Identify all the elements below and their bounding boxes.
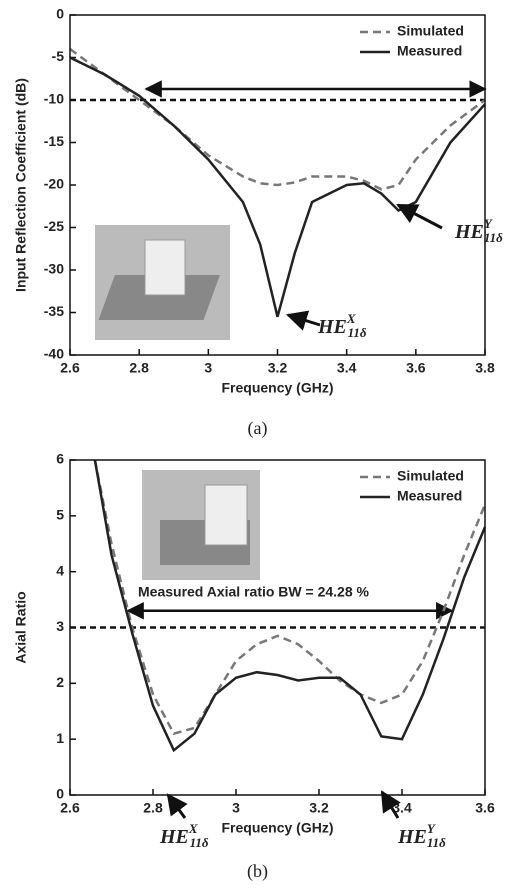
annotation-sup: X bbox=[346, 311, 356, 326]
legend-label: Measured bbox=[397, 43, 462, 59]
legend-label: Measured bbox=[397, 488, 462, 504]
x-tick-label: 3.2 bbox=[268, 360, 288, 376]
caption: (b) bbox=[247, 861, 268, 882]
x-tick-label: 3.6 bbox=[406, 360, 426, 376]
annotation-base: HE bbox=[317, 316, 347, 338]
annotation-arrow bbox=[380, 790, 401, 819]
x-tick-label: 3.6 bbox=[475, 800, 495, 816]
inset-photo bbox=[95, 225, 230, 340]
x-tick-label: 3.2 bbox=[309, 800, 329, 816]
y-tick-label: 0 bbox=[56, 6, 64, 22]
y-tick-label: -10 bbox=[44, 91, 64, 107]
plot-frame bbox=[69, 14, 486, 356]
annotation-sub: 11δ bbox=[348, 325, 367, 340]
legend-label: Simulated bbox=[397, 468, 464, 484]
annotation: HEX 11δ bbox=[159, 821, 209, 850]
y-axis-label: Axial Ratio bbox=[13, 591, 29, 663]
annotation: HEX 11δ bbox=[317, 311, 367, 340]
annotation: HEY 11δ bbox=[397, 821, 446, 850]
annotation-base: HE bbox=[397, 826, 427, 848]
y-tick-label: -40 bbox=[44, 346, 64, 362]
y-tick-label: -15 bbox=[44, 133, 64, 149]
annotation-sub: 11δ bbox=[427, 835, 446, 850]
y-tick-label: -5 bbox=[52, 48, 65, 64]
plot-frame bbox=[69, 459, 486, 796]
y-tick-label: -30 bbox=[44, 261, 64, 277]
y-tick-label: -25 bbox=[44, 218, 64, 234]
x-tick-label: 2.6 bbox=[60, 800, 80, 816]
y-tick-label: 4 bbox=[56, 562, 64, 578]
y-tick-label: 5 bbox=[56, 507, 64, 523]
y-tick-label: 1 bbox=[56, 730, 64, 746]
y-tick-label: -20 bbox=[44, 176, 64, 192]
annotation-sup: X bbox=[188, 821, 198, 836]
annotation-sup: Y bbox=[484, 216, 493, 231]
x-tick-label: 3 bbox=[232, 800, 240, 816]
annotation-base: HE bbox=[454, 221, 484, 243]
annotation-base: HE bbox=[159, 826, 189, 848]
x-tick-label: 2.8 bbox=[129, 360, 149, 376]
annotation-arrow bbox=[396, 203, 443, 230]
x-axis-label: Frequency (GHz) bbox=[221, 380, 333, 396]
x-tick-label: 2.8 bbox=[143, 800, 163, 816]
series-line bbox=[69, 47, 486, 191]
caption: (a) bbox=[248, 418, 268, 439]
series-line bbox=[93, 459, 487, 736]
annotation-sub: 11δ bbox=[190, 835, 209, 850]
series-line bbox=[93, 459, 487, 753]
y-tick-label: 6 bbox=[56, 451, 64, 467]
annotation-arrow bbox=[285, 310, 321, 331]
y-tick-label: -35 bbox=[44, 303, 64, 319]
annotation-arrow bbox=[166, 793, 188, 819]
inset-photo bbox=[142, 470, 260, 580]
y-axis-label: Input Reflection Coefficient (dB) bbox=[13, 78, 29, 292]
x-tick-label: 2.6 bbox=[60, 360, 80, 376]
y-tick-label: 0 bbox=[56, 786, 64, 802]
x-axis-label: Frequency (GHz) bbox=[221, 820, 333, 836]
annotation-sub: 11δ bbox=[484, 230, 503, 245]
annotation: HEY 11δ bbox=[454, 216, 503, 245]
bandwidth-note: Measured Axial ratio BW = 24.28 % bbox=[138, 584, 370, 600]
y-tick-label: 3 bbox=[56, 618, 64, 634]
x-tick-label: 3.8 bbox=[475, 360, 495, 376]
x-tick-label: 3 bbox=[204, 360, 212, 376]
y-tick-label: 2 bbox=[56, 674, 64, 690]
annotation-sup: Y bbox=[427, 821, 436, 836]
legend-label: Simulated bbox=[397, 23, 464, 39]
x-tick-label: 3.4 bbox=[337, 360, 357, 376]
